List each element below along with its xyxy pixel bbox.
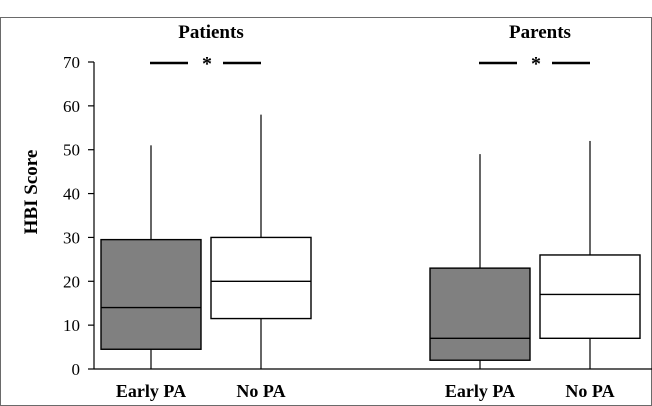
box-group: Patients * Early PA No PA — [100, 22, 312, 401]
y-tick-label: 50 — [63, 141, 80, 160]
category-label: Early PA — [445, 381, 515, 401]
y-tick-label: 70 — [63, 53, 80, 72]
box-iqr — [429, 267, 531, 361]
box-plot-0: Early PA — [429, 154, 531, 401]
y-tick-label: 40 — [63, 185, 80, 204]
y-tick-label: 10 — [63, 316, 80, 335]
y-ticks: 0 10 20 30 40 50 60 70 — [63, 53, 94, 379]
significance-marker: * — [202, 53, 212, 75]
box-group: Parents * Early PA No PA — [429, 22, 641, 401]
box-iqr — [210, 236, 312, 320]
box-iqr — [539, 254, 641, 340]
group-title: Parents — [509, 22, 571, 43]
category-label: Early PA — [116, 381, 186, 401]
plot-frame — [0, 17, 652, 406]
box-plot-0: Early PA — [100, 145, 202, 401]
y-tick-label: 30 — [63, 228, 80, 247]
y-tick-label: 60 — [63, 97, 80, 116]
y-tick-label: 0 — [72, 360, 81, 379]
category-label: No PA — [236, 381, 285, 401]
category-label: No PA — [565, 381, 614, 401]
box-plot-1: No PA — [210, 114, 312, 401]
box-iqr — [100, 238, 202, 350]
y-tick-label: 20 — [63, 272, 80, 291]
box-groups: Patients * Early PA No PA Parents * Early PA No… — [100, 22, 641, 401]
y-axis-label: HBI Score — [21, 150, 42, 235]
box-plot-1: No PA — [539, 140, 641, 401]
significance-marker: * — [531, 53, 541, 75]
group-title: Patients — [178, 22, 243, 43]
